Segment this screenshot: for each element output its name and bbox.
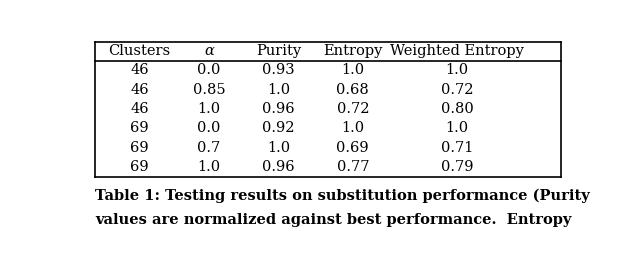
Text: 46: 46	[130, 83, 149, 97]
Text: 0.77: 0.77	[337, 160, 369, 174]
Text: 1.0: 1.0	[341, 63, 364, 78]
Text: 0.96: 0.96	[262, 160, 294, 174]
Text: 0.68: 0.68	[337, 83, 369, 97]
Text: 0.72: 0.72	[441, 83, 473, 97]
Text: 0.92: 0.92	[262, 121, 294, 135]
Text: 0.71: 0.71	[441, 141, 473, 155]
Text: Entropy: Entropy	[323, 44, 383, 58]
Text: 69: 69	[130, 121, 149, 135]
Text: 69: 69	[130, 160, 149, 174]
Text: 0.96: 0.96	[262, 102, 294, 116]
Text: 1.0: 1.0	[445, 63, 468, 78]
Text: 1.0: 1.0	[267, 83, 290, 97]
Text: 0.69: 0.69	[337, 141, 369, 155]
Text: 1.0: 1.0	[445, 121, 468, 135]
Text: 1.0: 1.0	[197, 102, 221, 116]
Text: 0.80: 0.80	[440, 102, 474, 116]
Text: 1.0: 1.0	[197, 160, 221, 174]
Text: 0.72: 0.72	[337, 102, 369, 116]
Text: 46: 46	[130, 102, 149, 116]
Text: 1.0: 1.0	[267, 141, 290, 155]
Text: 46: 46	[130, 63, 149, 78]
Text: values are normalized against best performance.  Entropy: values are normalized against best perfo…	[95, 213, 572, 227]
Text: α: α	[204, 44, 214, 58]
Text: Table 1: Testing results on substitution performance (Purity: Table 1: Testing results on substitution…	[95, 189, 589, 203]
Text: Clusters: Clusters	[108, 44, 171, 58]
Text: 0.7: 0.7	[197, 141, 221, 155]
Text: 1.0: 1.0	[341, 121, 364, 135]
Text: 0.85: 0.85	[193, 83, 225, 97]
Text: 69: 69	[130, 141, 149, 155]
Text: Weighted Entropy: Weighted Entropy	[390, 44, 524, 58]
Text: 0.79: 0.79	[441, 160, 473, 174]
Text: 0.93: 0.93	[262, 63, 294, 78]
Text: 0.0: 0.0	[197, 121, 221, 135]
Text: Purity: Purity	[256, 44, 301, 58]
Text: 0.0: 0.0	[197, 63, 221, 78]
